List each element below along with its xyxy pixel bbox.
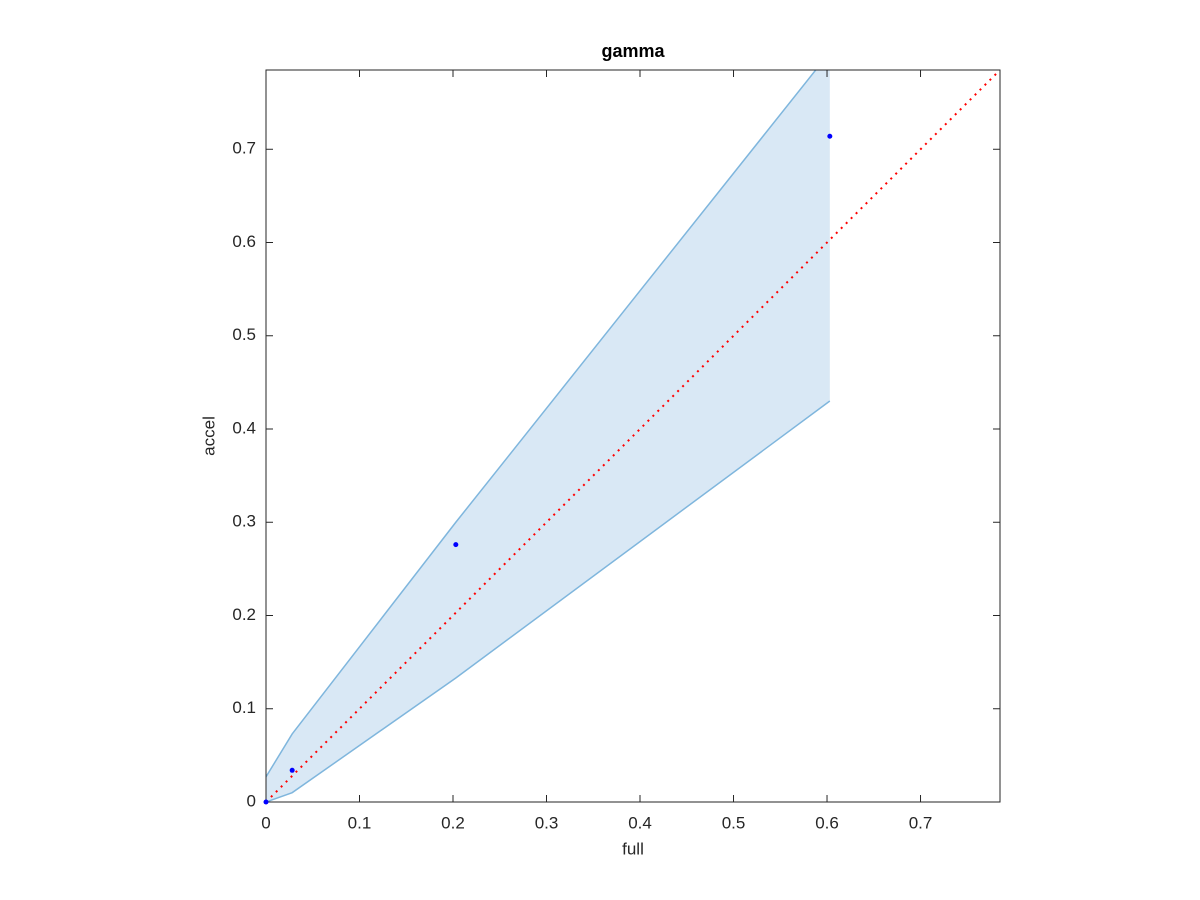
point [289, 767, 295, 773]
x-tick-label: 0.6 [815, 813, 839, 832]
y-tick-label: 0.2 [232, 605, 256, 624]
band-upper-line [266, 70, 817, 778]
reference-line [266, 70, 1000, 802]
y-tick-label: 0 [247, 791, 256, 810]
x-tick-label: 0.5 [722, 813, 746, 832]
chart-title: gamma [601, 41, 665, 61]
x-tick-label: 0 [261, 813, 270, 832]
x-tick-label: 0.7 [909, 813, 933, 832]
y-tick-label: 0.5 [232, 325, 256, 344]
y-tick-label: 0.3 [232, 512, 256, 531]
x-tick-label: 0.3 [535, 813, 559, 832]
x-tick-label: 0.4 [628, 813, 652, 832]
y-axis-label: accel [199, 416, 218, 456]
x-tick-label: 0.1 [348, 813, 372, 832]
axes-box [265, 69, 1001, 803]
band-lower-line [266, 400, 831, 802]
y-tick-label: 0.1 [232, 698, 256, 717]
y-tick-label: 0.7 [232, 139, 256, 158]
y-tick-label: 0.4 [232, 418, 256, 437]
point [827, 133, 833, 139]
x-axis-label: full [622, 839, 644, 858]
x-tick-label: 0.2 [441, 813, 465, 832]
plot-area [266, 70, 1000, 802]
band-area [266, 70, 830, 802]
y-tick-label: 0.6 [232, 232, 256, 251]
point [263, 799, 269, 805]
point [453, 542, 459, 548]
